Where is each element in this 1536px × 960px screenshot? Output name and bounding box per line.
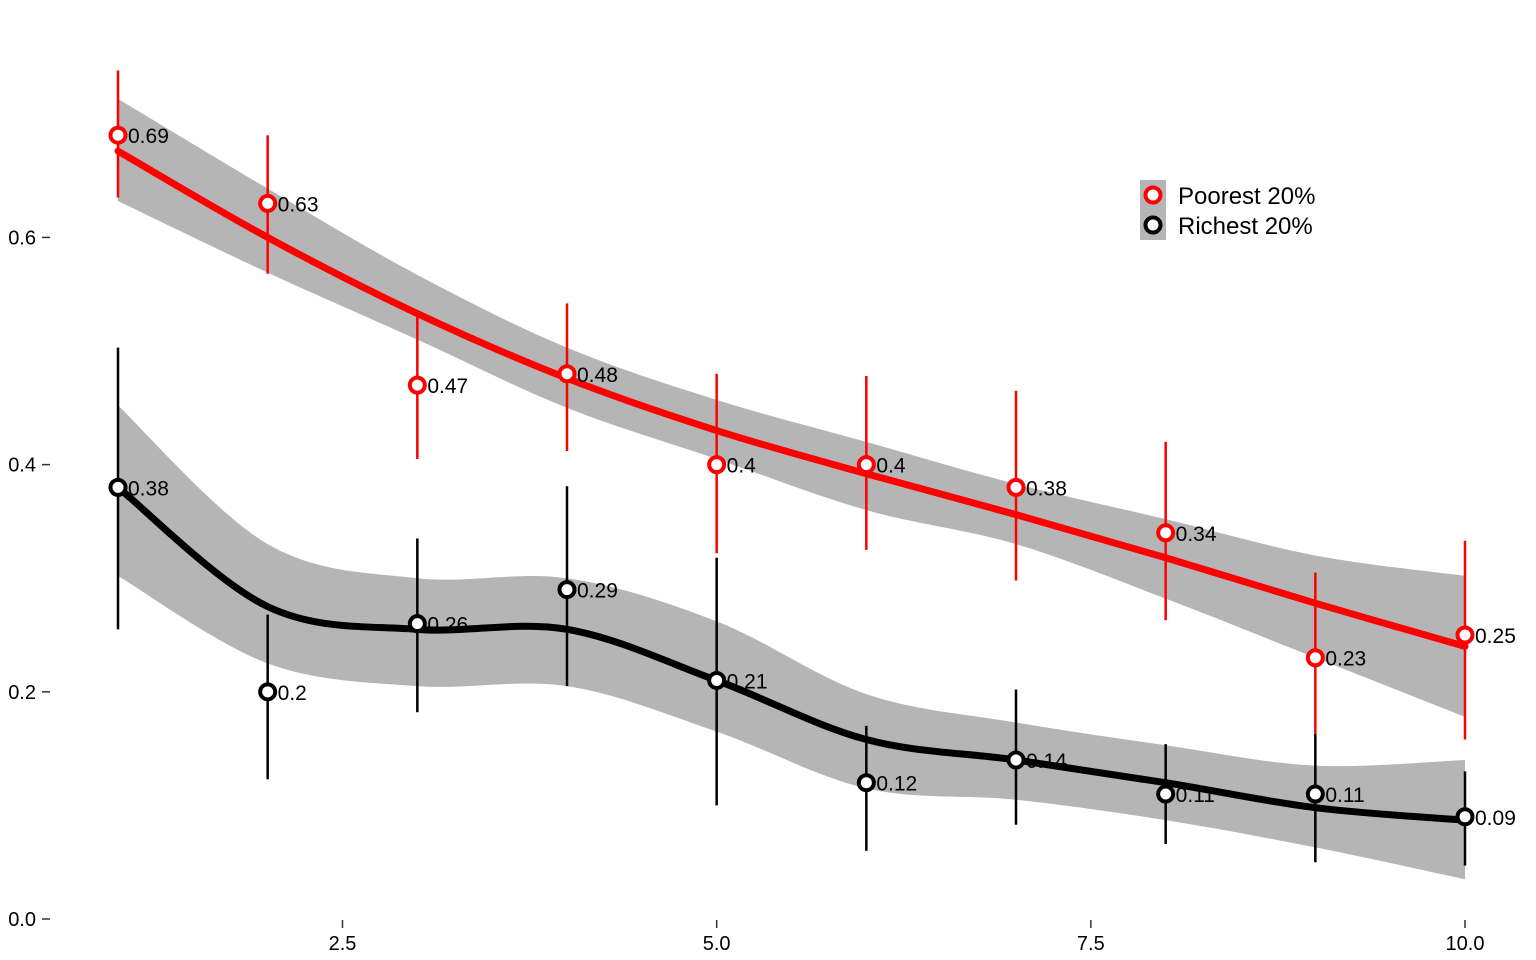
point-poorest [1156, 523, 1176, 543]
point-richest [1305, 784, 1325, 804]
point-poorest [856, 455, 876, 475]
x-tick-label: 10.0 [1446, 933, 1485, 955]
point-richest [1006, 750, 1026, 770]
point-richest [707, 670, 727, 690]
trend-line-poorest [114, 147, 1469, 650]
data-label-richest: 0.38 [128, 477, 169, 500]
point-richest [258, 682, 278, 702]
data-labels: 0.69 0.63 0.47 0.48 0.4 0.4 0.38 0.34 0.23 0.25 0.… [128, 125, 1516, 830]
point-richest [1455, 807, 1475, 827]
x-axis: 2.5 5.0 7.5 10.0 [329, 920, 1485, 955]
x-tick-label: 7.5 [1077, 933, 1105, 955]
band-richest [118, 405, 1465, 880]
y-tick-label: 0.0 [8, 909, 36, 931]
point-poorest [1305, 648, 1325, 668]
data-label-richest: 0.12 [876, 773, 917, 796]
point-poorest [407, 375, 427, 395]
point-richest [407, 614, 427, 634]
confidence-bands [118, 98, 1465, 880]
data-label-richest: 0.09 [1475, 807, 1516, 830]
point-poorest [108, 125, 128, 145]
point-richest [108, 477, 128, 497]
legend: Poorest 20% Richest 20% [1140, 180, 1315, 240]
y-tick-label: 0.4 [8, 455, 36, 477]
point-richest [1156, 784, 1176, 804]
legend-key-richest [1143, 215, 1163, 235]
data-label-poorest: 0.38 [1026, 477, 1067, 500]
smoothed-trend-lines [114, 147, 1469, 824]
y-axis: 0.0 0.2 0.4 0.6 [8, 227, 50, 931]
data-label-poorest: 0.63 [278, 193, 319, 216]
point-poorest [258, 193, 278, 213]
point-richest [856, 773, 876, 793]
x-tick-label: 2.5 [329, 933, 357, 955]
trend-line-richest [114, 483, 1469, 824]
data-label-richest: 0.11 [1325, 784, 1364, 807]
legend-label-richest: Richest 20% [1178, 213, 1313, 240]
point-poorest [1006, 477, 1026, 497]
data-label-poorest: 0.25 [1475, 625, 1516, 648]
point-richest [557, 580, 577, 600]
point-poorest [1455, 625, 1475, 645]
point-poorest [557, 364, 577, 384]
legend-label-poorest: Poorest 20% [1178, 183, 1315, 210]
data-label-poorest: 0.4 [727, 455, 757, 478]
data-label-poorest: 0.34 [1176, 523, 1217, 546]
data-label-poorest: 0.23 [1325, 648, 1366, 671]
data-label-richest: 0.21 [727, 670, 768, 693]
data-label-richest: 0.29 [577, 580, 618, 603]
data-label-richest: 0.11 [1176, 784, 1215, 807]
legend-key-poorest [1143, 185, 1163, 205]
data-label-richest: 0.2 [278, 682, 307, 705]
band-poorest [118, 98, 1465, 717]
data-points [108, 125, 1475, 827]
y-tick-label: 0.6 [8, 227, 36, 249]
data-label-richest: 0.14 [1026, 750, 1067, 773]
data-label-poorest: 0.69 [128, 125, 169, 148]
y-tick-label: 0.2 [8, 682, 36, 704]
data-label-poorest: 0.4 [876, 455, 906, 478]
x-tick-label: 5.0 [703, 933, 731, 955]
data-label-richest: 0.26 [427, 614, 468, 637]
point-poorest [707, 455, 727, 475]
data-label-poorest: 0.47 [427, 375, 468, 398]
data-label-poorest: 0.48 [577, 364, 618, 387]
